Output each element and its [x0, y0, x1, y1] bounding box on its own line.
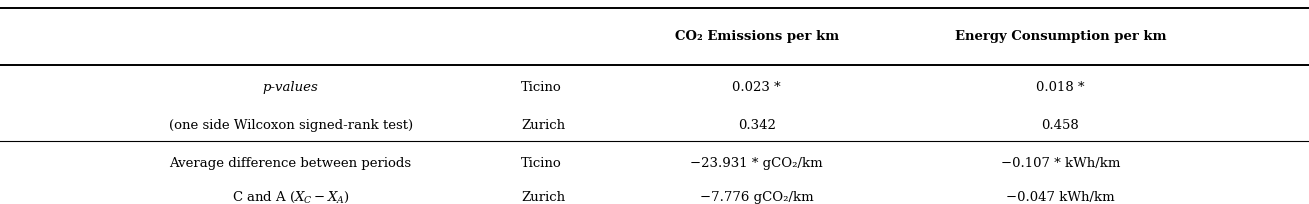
Text: 0.458: 0.458 [1042, 119, 1079, 132]
Text: C and A ($X_C - X_A$): C and A ($X_C - X_A$) [232, 190, 350, 204]
Text: 0.023 *: 0.023 * [732, 81, 781, 94]
Text: −23.931 * gCO₂/km: −23.931 * gCO₂/km [690, 157, 823, 170]
Text: −0.047 kWh/km: −0.047 kWh/km [1007, 191, 1114, 204]
Text: CO₂ Emissions per km: CO₂ Emissions per km [674, 30, 839, 43]
Text: (one side Wilcoxon signed-rank test): (one side Wilcoxon signed-rank test) [169, 119, 412, 132]
Text: −0.107 * kWh/km: −0.107 * kWh/km [1000, 157, 1121, 170]
Text: Zurich: Zurich [521, 119, 565, 132]
Text: p-values: p-values [263, 81, 318, 94]
Text: 0.018 *: 0.018 * [1035, 81, 1085, 94]
Text: 0.342: 0.342 [738, 119, 775, 132]
Text: Average difference between periods: Average difference between periods [170, 157, 411, 170]
Text: Ticino: Ticino [521, 157, 562, 170]
Text: Zurich: Zurich [521, 191, 565, 204]
Text: Energy Consumption per km: Energy Consumption per km [954, 30, 1166, 43]
Text: Ticino: Ticino [521, 81, 562, 94]
Text: −7.776 gCO₂/km: −7.776 gCO₂/km [700, 191, 813, 204]
